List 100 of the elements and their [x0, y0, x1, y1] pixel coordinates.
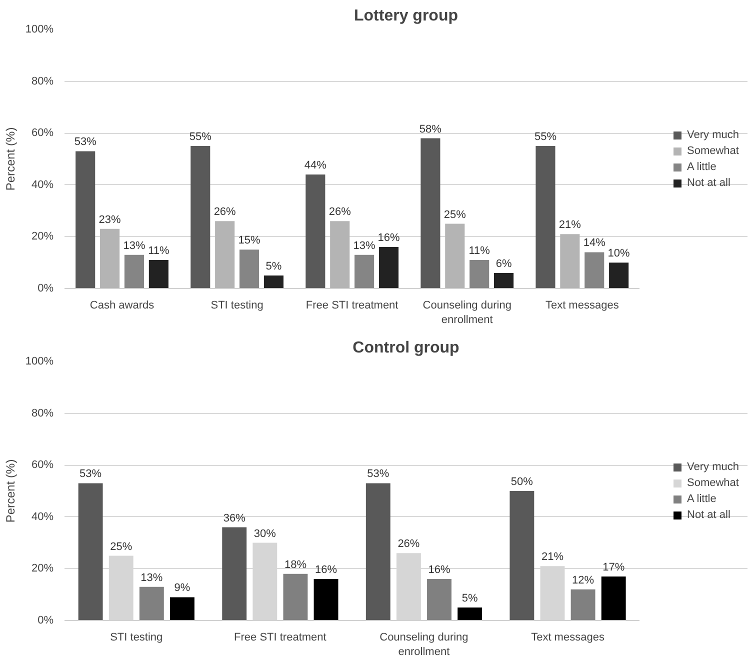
- y-tick-label: 40%: [31, 510, 54, 523]
- data-label: 44%: [304, 160, 327, 172]
- bar: [510, 491, 534, 620]
- data-label: 11%: [468, 245, 490, 258]
- data-label: 26%: [398, 538, 420, 550]
- bar: [330, 221, 350, 288]
- bar: [560, 234, 580, 288]
- bar: [264, 276, 284, 288]
- data-label: 25%: [110, 540, 132, 553]
- data-label: 5%: [462, 592, 478, 605]
- y-tick-label: 100%: [25, 24, 54, 36]
- y-tick-label: 20%: [31, 562, 54, 575]
- bar: [427, 579, 452, 620]
- x-tick-label: Counseling during enrollment: [422, 300, 512, 326]
- bar: [470, 260, 490, 288]
- x-tick-label: Text messages: [545, 300, 620, 312]
- data-label: 11%: [148, 245, 170, 258]
- x-tick-label: Counseling during enrollment: [380, 632, 468, 658]
- chart-title: Control group: [352, 340, 460, 356]
- data-label: 16%: [378, 232, 400, 244]
- bar: [124, 254, 144, 288]
- legend-label: A little: [687, 492, 718, 504]
- data-label: 21%: [541, 551, 564, 564]
- data-label: 58%: [419, 123, 442, 136]
- y-tick-label: 20%: [31, 230, 54, 243]
- legend-label: Not at all: [687, 508, 732, 520]
- y-tick-label: 40%: [31, 178, 54, 191]
- bar: [378, 247, 399, 288]
- data-label: 15%: [238, 234, 260, 247]
- y-axis-title: Percent (%): [3, 127, 18, 191]
- bar: [100, 228, 120, 288]
- bar: [139, 586, 164, 620]
- data-label: 55%: [534, 131, 557, 144]
- x-tick-label: Text messages: [531, 632, 605, 644]
- legend-label: Very much: [687, 128, 740, 140]
- legend-label: Not at all: [687, 176, 732, 188]
- bar: [420, 138, 440, 288]
- bar: [76, 151, 96, 288]
- bar: [239, 250, 260, 288]
- data-label: 13%: [353, 240, 376, 252]
- legend-label: A little: [687, 160, 718, 172]
- bar: [584, 252, 604, 288]
- data-label: 50%: [510, 476, 534, 488]
- x-tick-label: Free STI treatment: [306, 300, 398, 312]
- data-label: 25%: [444, 208, 466, 221]
- legend-label: Somewhat: [687, 476, 740, 488]
- data-label: 12%: [572, 574, 594, 586]
- y-tick-label: 0%: [38, 282, 54, 294]
- bar: [601, 576, 626, 620]
- bar: [78, 483, 103, 620]
- bar: [458, 608, 482, 620]
- bar: [306, 174, 326, 288]
- data-label: 10%: [608, 248, 630, 260]
- data-label: 53%: [80, 468, 102, 480]
- data-label: 53%: [367, 468, 390, 480]
- bar: [170, 597, 194, 620]
- y-tick-label: 80%: [31, 407, 54, 420]
- bar: [494, 272, 514, 288]
- bar: [215, 221, 235, 288]
- y-axis-title: Percent (%): [3, 459, 18, 523]
- data-label: 53%: [74, 136, 97, 148]
- data-label: 9%: [174, 582, 190, 594]
- data-label: 6%: [496, 258, 512, 270]
- data-label: 13%: [140, 572, 163, 584]
- bar: [536, 146, 556, 288]
- x-tick-label: Free STI treatment: [234, 632, 326, 644]
- bar: [190, 146, 210, 288]
- legend-label: Very much: [687, 460, 740, 472]
- data-label: 17%: [602, 561, 625, 574]
- data-label: 55%: [189, 131, 212, 144]
- bar: [445, 224, 465, 288]
- bar: [570, 589, 596, 620]
- bar: [609, 262, 629, 288]
- data-label: 16%: [428, 564, 450, 576]
- data-label: 18%: [284, 558, 307, 571]
- data-label: 5%: [266, 260, 282, 273]
- data-label: 23%: [98, 214, 122, 226]
- y-tick-label: 0%: [38, 614, 54, 626]
- bar: [366, 483, 390, 620]
- x-tick-label: STI testing: [110, 632, 163, 644]
- chart-title: Lottery group: [354, 8, 458, 24]
- x-tick-label: STI testing: [210, 300, 264, 312]
- data-label: 30%: [254, 528, 276, 540]
- data-label: 16%: [315, 564, 338, 576]
- data-label: 13%: [123, 240, 146, 252]
- bar: [283, 574, 308, 620]
- data-label: 26%: [328, 206, 352, 218]
- data-label: 14%: [583, 237, 606, 250]
- data-label: 26%: [214, 206, 236, 218]
- bar: [314, 579, 338, 620]
- x-tick-label: Cash awards: [90, 300, 155, 312]
- y-tick-label: 60%: [31, 459, 54, 472]
- data-label: 36%: [223, 512, 246, 524]
- y-tick-label: 100%: [25, 356, 54, 368]
- data-label: 21%: [558, 219, 582, 232]
- bar: [222, 527, 247, 620]
- bar: [354, 254, 374, 288]
- bar: [148, 260, 168, 288]
- legend-label: Somewhat: [687, 144, 740, 156]
- y-tick-label: 60%: [31, 127, 54, 140]
